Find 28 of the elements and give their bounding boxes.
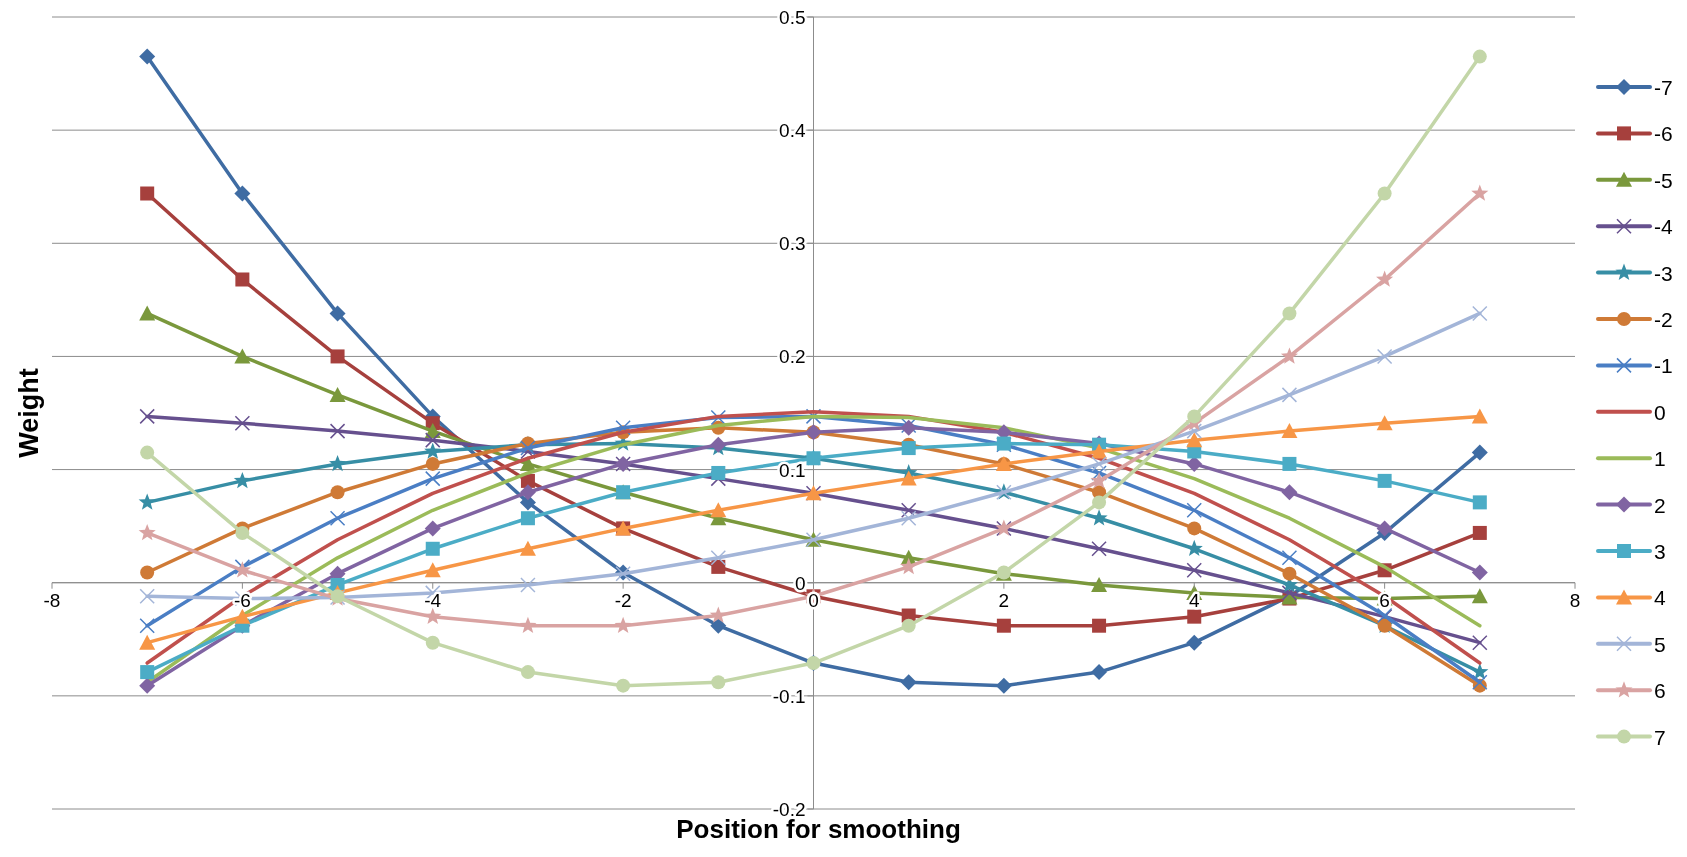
x-tick-label: -4 [424, 589, 442, 611]
x-tick-label: -8 [43, 589, 61, 611]
legend-label: 5 [1654, 632, 1666, 656]
legend-label: 0 [1654, 400, 1666, 424]
x-tick-label: 2 [998, 589, 1010, 611]
legend-label: -5 [1654, 168, 1673, 192]
y-tick-label: 0.2 [779, 346, 806, 368]
legend-label: 3 [1654, 540, 1666, 563]
legend-label: -6 [1654, 122, 1673, 146]
legend-label: 1 [1654, 447, 1666, 471]
y-tick-label: -0.2 [772, 799, 806, 820]
legend-label: -3 [1654, 261, 1673, 285]
legend-label: 6 [1654, 679, 1666, 703]
y-tick-label: 0.1 [779, 459, 806, 481]
y-tick-label: 0.3 [779, 233, 806, 255]
legend-label: -4 [1654, 215, 1673, 239]
legend-label: -7 [1654, 76, 1673, 99]
legend-label: -2 [1654, 308, 1673, 331]
x-tick-label: -2 [614, 589, 632, 611]
legend-label: -1 [1654, 354, 1673, 378]
y-tick-label: 0 [794, 572, 806, 594]
y-axis-title: Weight [14, 368, 44, 458]
y-tick-label: -0.1 [772, 685, 806, 707]
y-tick-label: 0.4 [779, 120, 806, 142]
legend-label: 2 [1654, 493, 1666, 517]
y-tick-label: 0.5 [779, 7, 806, 28]
legend-label: 7 [1654, 725, 1666, 749]
x-tick-label: 8 [1569, 589, 1581, 611]
